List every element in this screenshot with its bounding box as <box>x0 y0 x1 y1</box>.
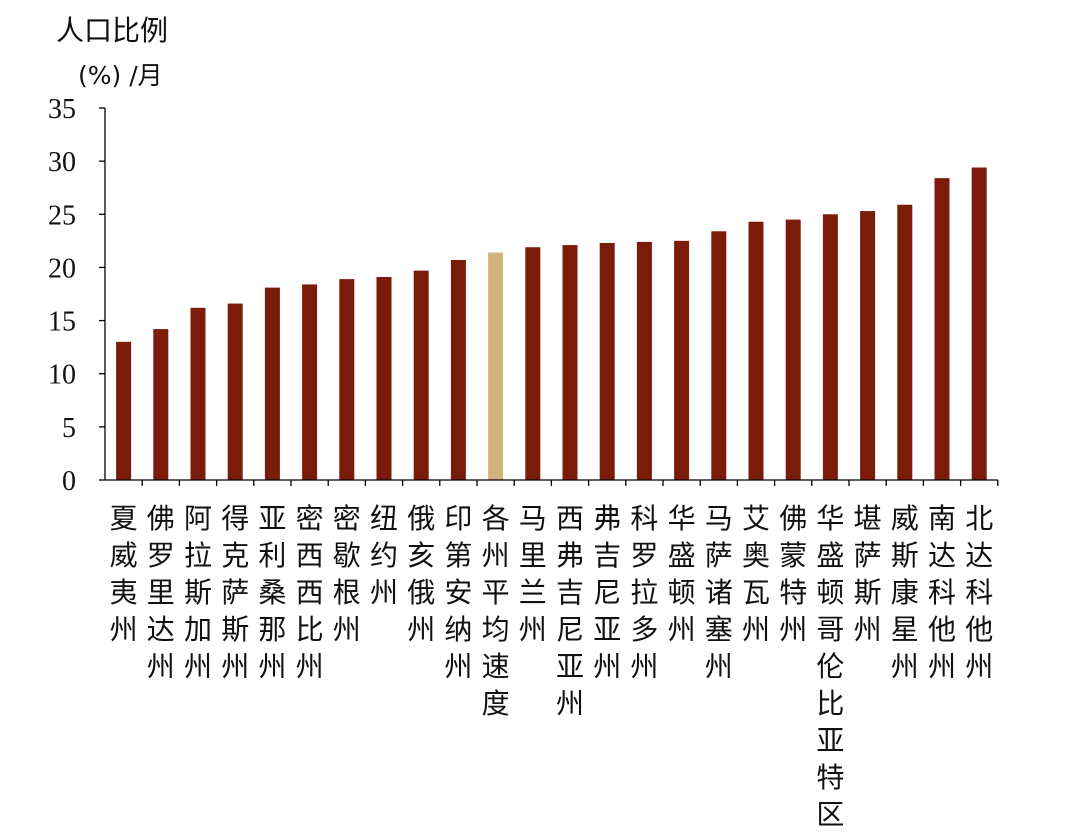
x-category-label: 阿拉斯加州 <box>184 502 212 683</box>
bar <box>599 242 615 480</box>
x-category-label: 西弗吉尼亚州 <box>556 502 584 720</box>
bar <box>785 219 801 480</box>
bar <box>190 307 206 480</box>
bar <box>934 178 950 481</box>
x-category-label: 弗吉尼亚州 <box>593 502 621 683</box>
y-tick-label: 25 <box>48 200 76 231</box>
bar <box>488 252 504 480</box>
x-axis-labels: 夏威夷州佛罗里达州阿拉斯加州得克萨斯州亚利桑那州密西西比州密歇根州纽约州俄亥俄州… <box>110 480 999 831</box>
bar <box>562 245 578 480</box>
x-category-label: 各州平均速度 <box>482 502 510 720</box>
x-category-label: 夏威夷州 <box>110 502 138 646</box>
bar <box>227 303 243 480</box>
x-category-label: 华盛顿哥伦比亚特区 <box>816 502 844 831</box>
x-category-label: 艾奥瓦州 <box>742 502 770 646</box>
bar <box>413 270 429 480</box>
bar <box>748 221 764 480</box>
y-tick-label: 5 <box>62 413 76 444</box>
bar <box>711 231 727 480</box>
bar <box>116 341 132 480</box>
bar <box>302 284 318 480</box>
x-category-label: 堪萨斯州 <box>854 502 882 646</box>
bar <box>822 214 838 481</box>
y-tick-label: 20 <box>48 253 76 284</box>
y-axis-title: 人口比例 <box>56 14 168 47</box>
y-tick-label: 35 <box>48 94 76 125</box>
bars-group <box>116 167 987 481</box>
x-category-label: 印第安纳州 <box>444 502 472 683</box>
bar <box>339 279 355 480</box>
y-axis-unit: (%) /月 <box>78 61 163 90</box>
bar <box>153 329 169 480</box>
x-category-label: 科罗拉多州 <box>630 502 658 683</box>
bar <box>674 240 690 480</box>
x-category-label: 密西西比州 <box>296 502 324 683</box>
bar <box>376 276 392 480</box>
y-tick-label: 15 <box>48 307 76 338</box>
x-category-label: 亚利桑那州 <box>258 502 286 683</box>
bar <box>525 247 541 480</box>
y-tick-label: 30 <box>48 147 76 178</box>
x-category-label: 佛罗里达州 <box>147 502 175 683</box>
bar <box>971 167 987 480</box>
x-category-label: 马里兰州 <box>519 502 547 646</box>
bar <box>897 204 913 480</box>
y-tick-label: 0 <box>62 466 76 497</box>
x-category-label: 北达科他州 <box>965 502 993 683</box>
x-category-label: 华盛顿州 <box>668 502 696 646</box>
x-category-label: 威斯康星州 <box>891 502 919 683</box>
y-axis: 0 5 10 15 20 25 30 35 <box>48 94 105 497</box>
x-category-label: 纽约州 <box>370 502 398 609</box>
bar <box>450 259 466 480</box>
x-category-label: 南达科他州 <box>928 502 956 683</box>
bar <box>860 211 876 480</box>
x-category-label: 马萨诸塞州 <box>705 502 733 683</box>
x-category-label: 俄亥俄州 <box>407 502 435 646</box>
bar <box>636 241 652 480</box>
x-category-label: 佛蒙特州 <box>779 502 807 646</box>
x-category-label: 密歇根州 <box>333 502 361 646</box>
x-category-label: 得克萨斯州 <box>221 502 249 683</box>
bar <box>264 287 280 480</box>
y-tick-label: 10 <box>48 360 76 391</box>
